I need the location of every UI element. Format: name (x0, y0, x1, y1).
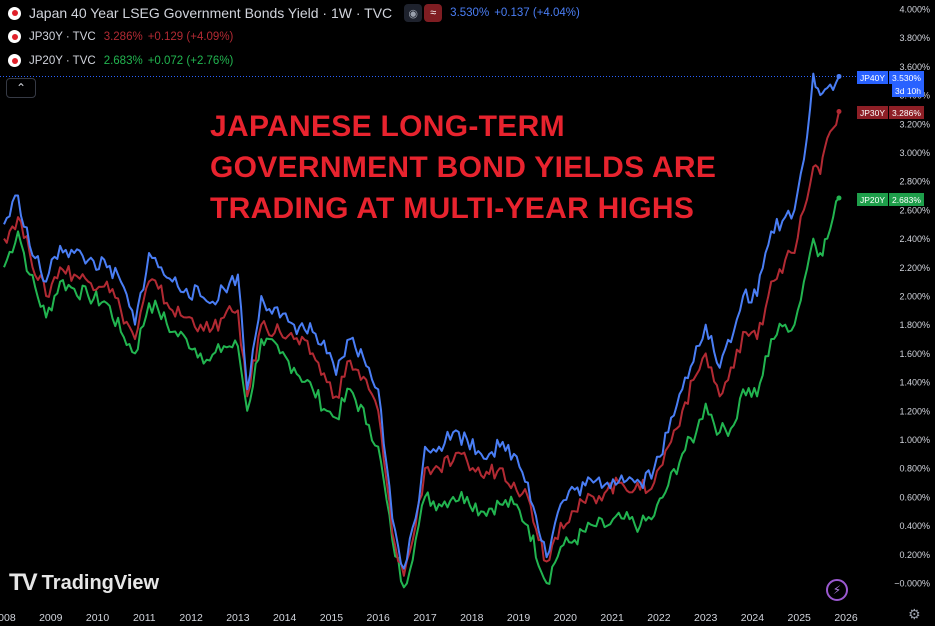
tradingview-logo-mark: TV (9, 569, 38, 596)
x-axis-tick-label: 2014 (273, 612, 297, 624)
x-axis-tick-label: 2020 (554, 612, 578, 624)
tradingview-logo: TV TradingView (9, 569, 159, 597)
lightning-icon[interactable]: ⚡ (826, 579, 848, 601)
y-axis-tick-label: 3.800% (899, 33, 930, 43)
legend-symbol: JP20Y · TVC (29, 54, 96, 67)
price-tag-symbol: JP30Y (857, 106, 889, 119)
japan-flag-icon (8, 30, 21, 43)
x-axis-tick-label: 2019 (507, 612, 531, 624)
tradingview-logo-text: TradingView (41, 571, 160, 594)
y-axis-tick-label: 1.600% (899, 349, 930, 359)
series-last-point-jp40y (836, 73, 842, 79)
legend-value: 2.683% (103, 54, 143, 67)
legend-change: +0.072 (+2.76%) (147, 54, 234, 67)
price-tag-jp20y: JP20Y 2.683% (857, 193, 924, 206)
approx-icon[interactable]: ≈ (424, 4, 443, 22)
legend-title: Japan 40 Year LSEG Government Bonds Yiel… (29, 5, 393, 21)
price-tag-jp40y: JP40Y 3.530% (857, 71, 924, 84)
legend-main-value: 3.530% (450, 7, 490, 19)
y-axis-tick-label: 2.000% (899, 292, 930, 302)
x-axis-tick-label: 2021 (600, 612, 624, 624)
y-axis-tick-label: 2.600% (899, 205, 930, 215)
legend-row-jp30y[interactable]: JP30Y · TVC 3.286% +0.129 (+4.09%) (8, 30, 233, 43)
y-axis-tick-label: 1.000% (899, 435, 930, 445)
x-axis-tick-label: 2023 (694, 612, 718, 624)
price-tag-symbol: JP40Y (857, 71, 889, 84)
eye-icon[interactable]: ◉ (404, 4, 423, 22)
x-axis-tick-label: 2012 (179, 612, 203, 624)
y-axis-tick-label: 2.200% (899, 263, 930, 273)
x-axis-tick-label: 2008 (0, 612, 16, 624)
headline-line: GOVERNMENT BOND YIELDS ARE (210, 151, 717, 184)
y-axis-tick-label: 0.600% (899, 492, 930, 502)
y-axis-tick-label: −0.000% (894, 579, 930, 589)
y-axis-tick-label: 1.200% (899, 406, 930, 416)
x-axis-tick-label: 2022 (647, 612, 671, 624)
gear-icon[interactable]: ⚙ (908, 606, 921, 622)
headline-line: JAPANESE LONG-TERM (210, 110, 565, 143)
x-axis-tick-label: 2017 (413, 612, 437, 624)
x-axis-tick-label: 2009 (39, 612, 63, 624)
price-tag-value: 3.286% (889, 106, 924, 119)
x-axis-tick-label: 2013 (226, 612, 250, 624)
price-tag-countdown-text: 3d 10h (892, 84, 924, 97)
series-last-point-jp20y (836, 195, 842, 201)
chevron-up-icon: ⌃ (15, 81, 27, 95)
x-axis-tick-label: 2016 (367, 612, 391, 624)
x-axis-tick-label: 2011 (133, 612, 156, 624)
legend-change: +0.129 (+4.09%) (147, 30, 234, 43)
y-axis-tick-label: 1.800% (899, 320, 930, 330)
price-tag-value: 3.530% (889, 71, 924, 84)
y-axis-tick-label: 3.600% (899, 62, 930, 72)
price-tag-jp30y: JP30Y 3.286% (857, 106, 924, 119)
x-axis-tick-label: 2026 (834, 612, 858, 624)
x-axis-tick-label: 2025 (788, 612, 812, 624)
x-axis-tick-label: 2010 (86, 612, 110, 624)
x-axis-tick-label: 2024 (741, 612, 765, 624)
legend-collapse-button[interactable]: ⌃ (6, 78, 36, 98)
price-tag-value: 2.683% (889, 193, 924, 206)
series-line-jp20y[interactable] (3, 197, 840, 589)
legend-row-jp20y[interactable]: JP20Y · TVC 2.683% +0.072 (+2.76%) (8, 54, 233, 67)
y-axis-tick-label: 0.200% (899, 550, 930, 560)
y-axis-tick-label: 3.200% (899, 119, 930, 129)
x-axis-tick-label: 2018 (460, 612, 484, 624)
legend-value: 3.286% (103, 30, 143, 43)
series-line-jp30y[interactable] (3, 111, 840, 577)
headline-line: TRADING AT MULTI-YEAR HIGHS (210, 192, 695, 225)
legend-row-jp40y[interactable]: Japan 40 Year LSEG Government Bonds Yiel… (8, 4, 580, 22)
x-axis-tick-label: 2015 (320, 612, 344, 624)
japan-flag-icon (8, 54, 21, 67)
y-axis-tick-label: 0.800% (899, 464, 930, 474)
legend-symbol: JP30Y · TVC (29, 30, 96, 43)
y-axis-tick-label: 4.000% (899, 5, 930, 15)
price-tag-countdown: 3d 10h (892, 84, 924, 97)
y-axis-tick-label: 2.800% (899, 177, 930, 187)
price-tag-symbol: JP20Y (857, 193, 889, 206)
y-axis-tick-label: 3.000% (899, 148, 930, 158)
series-last-point-jp30y (836, 108, 842, 114)
series-line-jp40y[interactable] (3, 72, 840, 570)
y-axis-tick-label: 1.400% (899, 378, 930, 388)
legend-main-change: +0.137 (+4.04%) (494, 7, 580, 19)
headline-annotation: JAPANESE LONG-TERM GOVERNMENT BOND YIELD… (210, 106, 770, 229)
japan-flag-icon (8, 6, 21, 20)
y-axis-tick-label: 0.400% (899, 521, 930, 531)
y-axis-tick-label: 2.400% (899, 234, 930, 244)
